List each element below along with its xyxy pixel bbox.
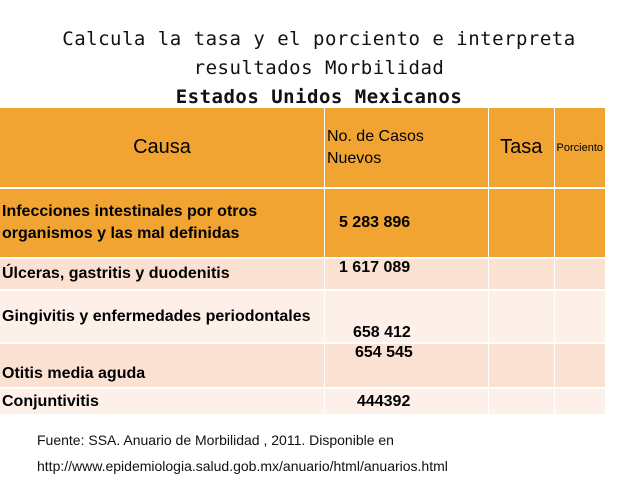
cause: Infecciones intestinales por otros organ… — [0, 188, 325, 258]
cases: 1 617 089 — [324, 258, 489, 290]
title-line: resultados Morbilidad — [193, 57, 445, 79]
source: Fuente: SSA. Anuario de Morbilidad , 201… — [37, 432, 394, 448]
cause: Otitis media aguda — [0, 343, 325, 388]
column-header: Tasa — [488, 108, 555, 188]
cause: Gingivitis y enfermedades periodontales — [0, 290, 325, 343]
source-url: http://www.epidemiologia.salud.gob.mx/an… — [37, 458, 448, 474]
cases: 658 412 — [324, 290, 489, 343]
column-header: Causa — [0, 108, 325, 188]
table: Causa No. de Casos Nuevos Tasa Porciento… — [0, 108, 607, 416]
cause: Úlceras, gastritis y duodenitis — [0, 258, 325, 290]
cause: Conjuntivitis — [0, 388, 325, 415]
title-line: Estados Unidos Mexicanos — [175, 86, 463, 108]
cases: 5 283 896 — [324, 188, 489, 258]
column-header: Porciento — [554, 108, 607, 188]
cases: 654 545 — [324, 343, 489, 388]
column-header: No. de Casos Nuevos — [324, 108, 489, 188]
title-line: Calcula la tasa y el porciento e interpr… — [62, 28, 576, 50]
cases: 444392 — [324, 388, 489, 415]
